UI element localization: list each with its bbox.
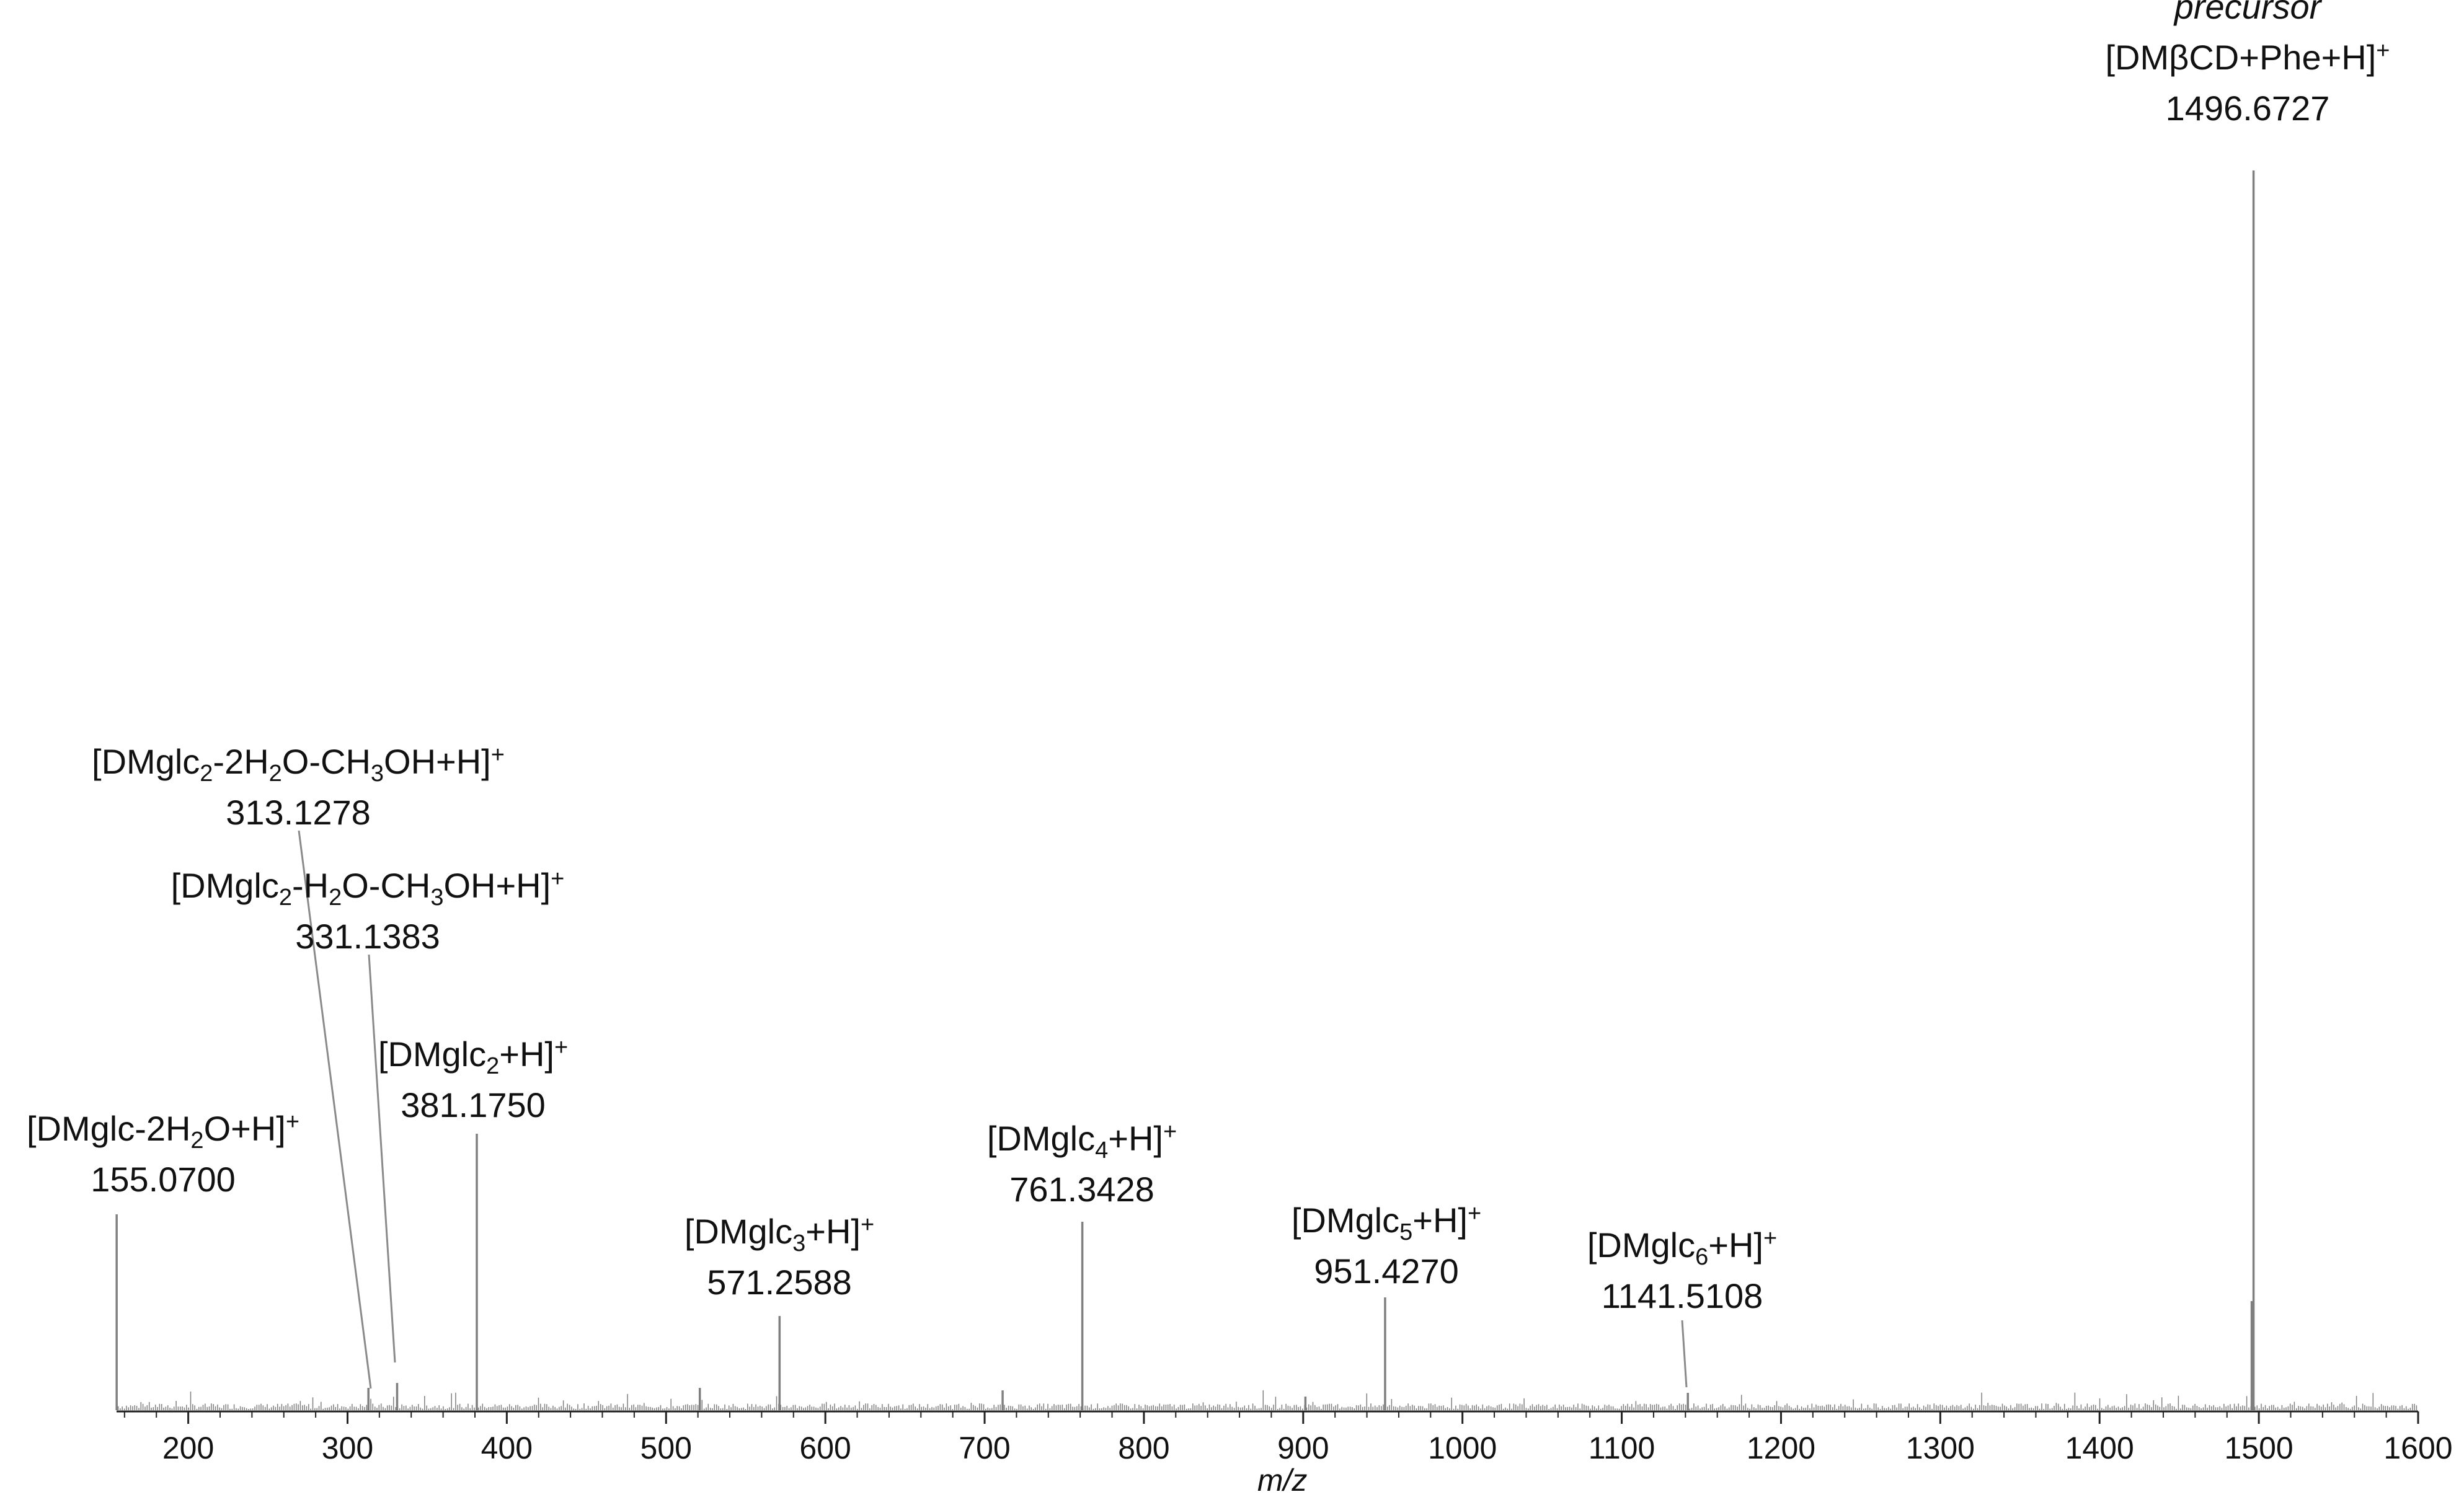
- x-tick-label: 1500: [2224, 1431, 2293, 1465]
- charge-superscript: +: [861, 1212, 874, 1238]
- formula-text: +H]: [805, 1212, 861, 1251]
- annotation-951.4270: [DMglc5+H]+951.4270: [1292, 1201, 1481, 1291]
- formula-subscript: 2: [200, 761, 213, 787]
- charge-superscript: +: [2376, 38, 2390, 64]
- charge-superscript: +: [1468, 1201, 1481, 1227]
- formula-subscript: 5: [1399, 1219, 1412, 1245]
- formula-text: [DMglc: [685, 1212, 792, 1251]
- formula-text: [DMglc: [378, 1035, 486, 1074]
- charge-superscript: +: [1763, 1225, 1777, 1252]
- formula-subscript: 2: [190, 1128, 203, 1154]
- charge-superscript: +: [1163, 1119, 1177, 1145]
- formula-subscript: 3: [430, 885, 443, 911]
- noise-trace: [117, 1390, 2417, 1410]
- annotation-formula: [DMglc2+H]+: [378, 1035, 568, 1079]
- formula-text: +H]: [1108, 1119, 1163, 1158]
- annotation-formula: [DMglc4+H]+: [987, 1119, 1177, 1163]
- x-tick-label: 1600: [2383, 1431, 2452, 1465]
- charge-superscript: +: [491, 742, 505, 768]
- annotation-formula: [DMglc2-2H2O-CH3OH+H]+: [92, 742, 505, 787]
- formula-subscript: 4: [1095, 1137, 1108, 1163]
- formula-text: +H]: [499, 1035, 554, 1074]
- annotation-761.3428: [DMglc4+H]+761.3428: [987, 1119, 1177, 1209]
- formula-subscript: 2: [269, 761, 282, 787]
- formula-text: [DMglc: [1292, 1201, 1399, 1240]
- formula-text: +H]: [1412, 1201, 1468, 1240]
- formula-text: -H: [292, 866, 329, 905]
- formula-text: [DMglc: [1587, 1225, 1695, 1265]
- x-tick-label: 500: [640, 1431, 692, 1465]
- x-axis: 200 300 400 500 600 700 800 900 1000 1100 1200 1300…: [117, 1410, 2453, 1465]
- annotation-313.1278: [DMglc2-2H2O-CH3OH+H]+313.1278: [92, 742, 505, 832]
- formula-text: OH+H]: [384, 742, 491, 781]
- annotation-1141.5108: [DMglc6+H]+1141.5108: [1587, 1225, 1777, 1315]
- x-tick-label: 1000: [1428, 1431, 1497, 1465]
- leader-line: [298, 830, 372, 1389]
- x-tick-label: 1400: [2065, 1431, 2134, 1465]
- formula-text: [DMglc: [92, 742, 200, 781]
- annotation-331.1383: [DMglc2-H2O-CH3OH+H]+331.1383: [171, 866, 565, 956]
- x-tick-label: 1100: [1589, 1431, 1655, 1465]
- formula-text: [DMβCD+Phe+H]: [2106, 38, 2377, 77]
- x-tick-label: 600: [799, 1431, 851, 1465]
- formula-text: [DMglc: [987, 1119, 1095, 1158]
- annotation-formula: [DMβCD+Phe+H]+: [2106, 38, 2390, 77]
- annotation-155.0700: [DMglc-2H2O+H]+155.0700: [27, 1109, 299, 1199]
- annotation-mz-value: 1496.6727: [2166, 89, 2330, 128]
- leader-line: [368, 954, 396, 1363]
- x-tick-label: 800: [1118, 1431, 1169, 1465]
- annotation-formula: [DMglc-2H2O+H]+: [27, 1109, 299, 1154]
- annotation-mz-value: 381.1750: [401, 1085, 546, 1124]
- x-tick-label: 1200: [1747, 1431, 1815, 1465]
- leader-line: [1681, 1320, 1688, 1388]
- spectrum-peaks: [115, 170, 2255, 1410]
- formula-subscript: 3: [371, 761, 384, 787]
- baseline-noise: [117, 1390, 2417, 1410]
- formula-text: -2H: [213, 742, 268, 781]
- x-tick-label: 900: [1277, 1431, 1329, 1465]
- formula-subscript: 6: [1695, 1244, 1708, 1270]
- charge-superscript: +: [286, 1109, 299, 1135]
- annotation-mz-value: 155.0700: [91, 1160, 236, 1199]
- formula-text: +H]: [1708, 1225, 1763, 1265]
- annotation-mz-value: 331.1383: [295, 917, 440, 956]
- peak-annotations: [DMglc-2H2O+H]+155.0700[DMglc2-2H2O-CH3O…: [27, 0, 2390, 1315]
- formula-text: [DMglc-2H: [27, 1109, 190, 1148]
- charge-superscript: +: [554, 1035, 568, 1061]
- formula-subscript: 2: [329, 885, 342, 911]
- formula-subscript: 2: [486, 1053, 499, 1079]
- formula-subscript: 2: [279, 885, 292, 911]
- formula-text: O-CH: [342, 866, 430, 905]
- formula-text: O+H]: [204, 1109, 286, 1148]
- charge-superscript: +: [551, 866, 564, 892]
- x-axis-label: m/z: [1257, 1463, 1308, 1498]
- annotation-note: precursor: [2173, 0, 2323, 26]
- x-tick-label: 1300: [1906, 1431, 1975, 1465]
- annotation-mz-value: 571.2588: [707, 1263, 852, 1302]
- formula-text: O-CH: [282, 742, 371, 781]
- annotation-formula: [DMglc6+H]+: [1587, 1225, 1777, 1270]
- annotation-mz-value: 313.1278: [226, 793, 371, 832]
- formula-subscript: 3: [792, 1230, 805, 1256]
- annotation-mz-value: 1141.5108: [1602, 1276, 1763, 1315]
- x-tick-label: 300: [322, 1431, 373, 1465]
- formula-text: OH+H]: [443, 866, 551, 905]
- annotation-mz-value: 761.3428: [1009, 1170, 1154, 1209]
- x-tick-label: 700: [959, 1431, 1010, 1465]
- annotation-leader-lines: [298, 830, 1688, 1389]
- x-tick-label: 200: [162, 1431, 214, 1465]
- annotation-571.2588: [DMglc3+H]+571.2588: [685, 1212, 874, 1302]
- annotation-formula: [DMglc2-H2O-CH3OH+H]+: [171, 866, 565, 911]
- x-axis-ticks: 200 300 400 500 600 700 800 900 1000 1100 1200 1300…: [123, 1411, 2453, 1465]
- annotation-formula: [DMglc3+H]+: [685, 1212, 874, 1256]
- annotation-mz-value: 951.4270: [1314, 1252, 1459, 1291]
- formula-text: [DMglc: [171, 866, 279, 905]
- annotation-381.1750: [DMglc2+H]+381.1750: [378, 1035, 568, 1124]
- annotation-formula: [DMglc5+H]+: [1292, 1201, 1481, 1245]
- annotation-1496.6727: precursor[DMβCD+Phe+H]+1496.6727: [2106, 0, 2390, 128]
- x-tick-label: 400: [481, 1431, 533, 1465]
